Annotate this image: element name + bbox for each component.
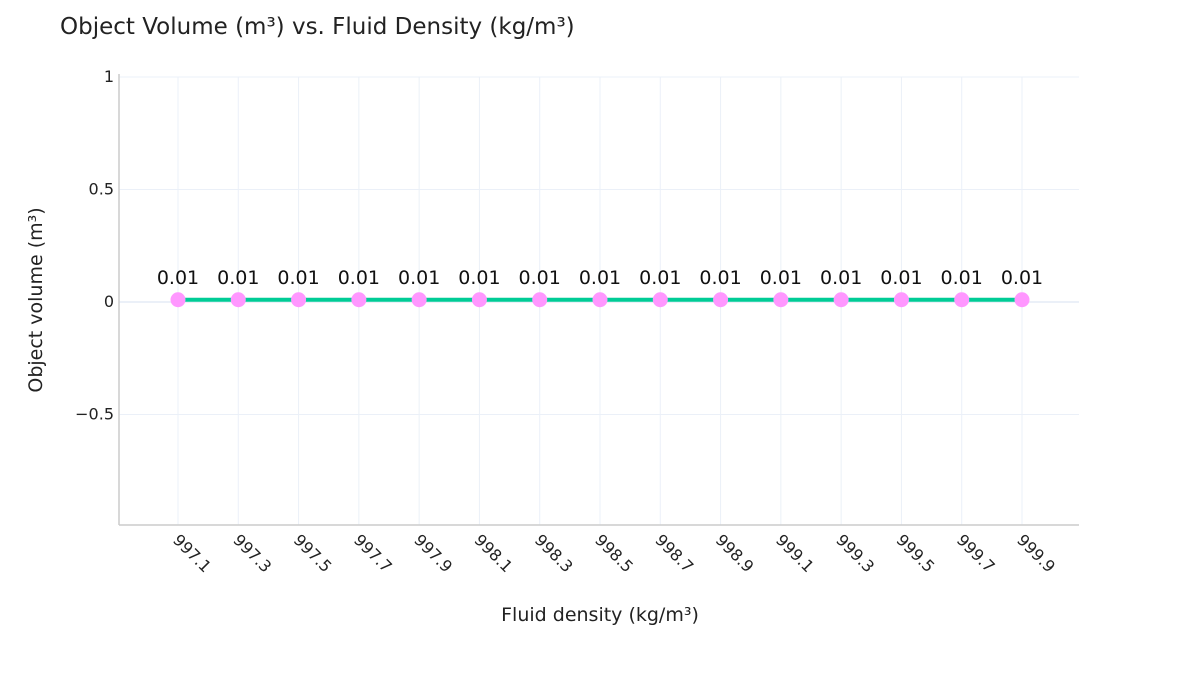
x-tick-label: 997.3 — [229, 530, 275, 576]
y-axis-title: Object volume (m³) — [25, 207, 47, 392]
y-tick-label: 0 — [104, 292, 114, 311]
y-tick-label: 0.5 — [89, 180, 114, 199]
chart-title: Object Volume (m³) vs. Fluid Density (kg… — [60, 14, 575, 40]
data-label: 0.01 — [639, 267, 681, 289]
data-label: 0.01 — [1001, 267, 1043, 289]
data-label: 0.01 — [398, 267, 440, 289]
data-point[interactable] — [713, 292, 729, 308]
data-point[interactable] — [230, 292, 246, 308]
data-label: 0.01 — [338, 267, 380, 289]
x-tick-label: 999.9 — [1013, 530, 1059, 576]
x-tick-label: 998.3 — [531, 530, 577, 576]
data-point[interactable] — [833, 292, 849, 308]
x-tick-label: 997.9 — [410, 530, 456, 576]
data-point[interactable] — [170, 292, 186, 308]
data-label: 0.01 — [217, 267, 259, 289]
data-point[interactable] — [773, 292, 789, 308]
x-tick-label: 997.7 — [350, 530, 396, 576]
data-label: 0.01 — [941, 267, 983, 289]
data-label: 0.01 — [820, 267, 862, 289]
y-tick-label: −0.5 — [75, 405, 114, 424]
data-point[interactable] — [411, 292, 427, 308]
data-label: 0.01 — [880, 267, 922, 289]
x-tick-label: 997.5 — [290, 530, 336, 576]
data-label: 0.01 — [519, 267, 561, 289]
x-tick-label: 999.1 — [772, 530, 818, 576]
data-point[interactable] — [592, 292, 608, 308]
data-series: 0.01 0.01 0.01 0.01 0.01 0.01 0.01 0.01 0.01 0.01… — [157, 267, 1043, 308]
data-point[interactable] — [291, 292, 307, 308]
data-point[interactable] — [954, 292, 970, 308]
data-label: 0.01 — [579, 267, 621, 289]
data-label: 0.01 — [458, 267, 500, 289]
data-point[interactable] — [893, 292, 909, 308]
x-tick-label: 997.1 — [169, 530, 215, 576]
x-tick-label: 998.5 — [591, 530, 637, 576]
data-label: 0.01 — [699, 267, 741, 289]
x-tick-label: 999.5 — [893, 530, 939, 576]
x-tick-label: 998.7 — [651, 530, 697, 576]
data-point[interactable] — [471, 292, 487, 308]
y-tick-label: 1 — [104, 67, 114, 86]
data-point[interactable] — [1014, 292, 1030, 308]
x-tick-label: 999.7 — [953, 530, 999, 576]
data-label: 0.01 — [760, 267, 802, 289]
x-axis-title: Fluid density (kg/m³) — [501, 604, 699, 626]
x-tick-label: 999.3 — [832, 530, 878, 576]
data-label: 0.01 — [277, 267, 319, 289]
data-point[interactable] — [351, 292, 367, 308]
x-tick-label: 998.9 — [712, 530, 758, 576]
data-point[interactable] — [652, 292, 668, 308]
data-point[interactable] — [532, 292, 548, 308]
axes: 1 0.5 0 −0.5 997.1 997.3 997.5 997.7 997.9 998.1 9… — [75, 67, 1079, 576]
data-label: 0.01 — [157, 267, 199, 289]
x-tick-label: 998.1 — [471, 530, 517, 576]
